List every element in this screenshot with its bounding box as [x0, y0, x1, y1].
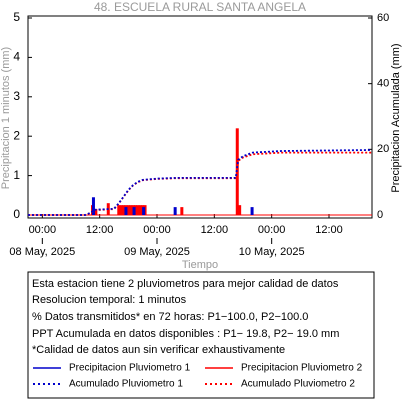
date-tick-label: 10 May, 2025 [239, 246, 305, 258]
accumulated-line [28, 151, 372, 216]
bar [117, 205, 121, 215]
bar [138, 205, 142, 215]
bar [142, 207, 146, 215]
chart-title: 48. ESCUELA RURAL SANTA ANGELA [94, 0, 306, 14]
legend-label: Acumulado Pluviometro 1 [69, 379, 183, 390]
y-tick-label: 4 [13, 50, 20, 64]
info-line: Resolucion temporal: 1 minutos [32, 294, 187, 306]
info-line: % Datos transmitidos* en 72 horas: P1−10… [32, 311, 308, 323]
y2-tick-label: 0 [377, 209, 383, 221]
bar [124, 207, 128, 215]
info-line: Esta estacion tiene 2 pluviometros para … [32, 278, 339, 290]
x-tick-label: 12:00 [86, 224, 114, 236]
info-line: *Calidad de datos aun sin verificar exha… [32, 344, 285, 356]
accumulated-line [28, 149, 373, 216]
x-tick-label: 12:00 [315, 224, 343, 236]
y-tick-label: 0 [13, 207, 20, 221]
bar [94, 209, 98, 215]
bar [238, 205, 242, 215]
x-tick-label: 00:00 [29, 224, 57, 236]
x-tick-label: 00:00 [143, 224, 171, 236]
info-line: PPT Acumulada en datos disponibles : P1−… [32, 328, 339, 340]
y2-tick-label: 60 [377, 12, 389, 24]
bar [122, 205, 126, 215]
legend-label: Precipitacion Pluviometro 1 [69, 363, 191, 374]
date-tick-label: 09 May, 2025 [124, 246, 190, 258]
x-axis-label: Tiempo [182, 259, 218, 271]
y2-tick-label: 40 [377, 78, 389, 90]
info-box [27, 271, 375, 399]
bar [173, 207, 177, 215]
legend-label: Precipitacion Pluviometro 2 [241, 363, 363, 374]
bar [91, 197, 95, 215]
bar [250, 207, 254, 215]
plot-frame [27, 15, 373, 219]
bar [129, 205, 133, 215]
bar [119, 205, 123, 215]
y2-tick-label: 20 [377, 143, 389, 155]
bar [132, 207, 136, 215]
bar [136, 205, 140, 215]
y-axis-label: Precipitacion 1 minutos (mm) [0, 47, 12, 189]
x-tick-label: 12:00 [201, 224, 229, 236]
y-tick-label: 2 [13, 128, 20, 142]
legend-label: Acumulado Pluviometro 2 [241, 379, 355, 390]
y-tick-label: 3 [13, 89, 20, 103]
bar [126, 205, 130, 215]
bar [180, 207, 184, 215]
y-tick-label: 5 [13, 10, 20, 24]
date-tick-label: 08 May, 2025 [9, 246, 75, 258]
y2-axis-label: Precipitacion Acumulada (mm) [390, 43, 402, 192]
y-tick-label: 1 [13, 168, 20, 182]
x-tick-label: 00:00 [258, 224, 286, 236]
